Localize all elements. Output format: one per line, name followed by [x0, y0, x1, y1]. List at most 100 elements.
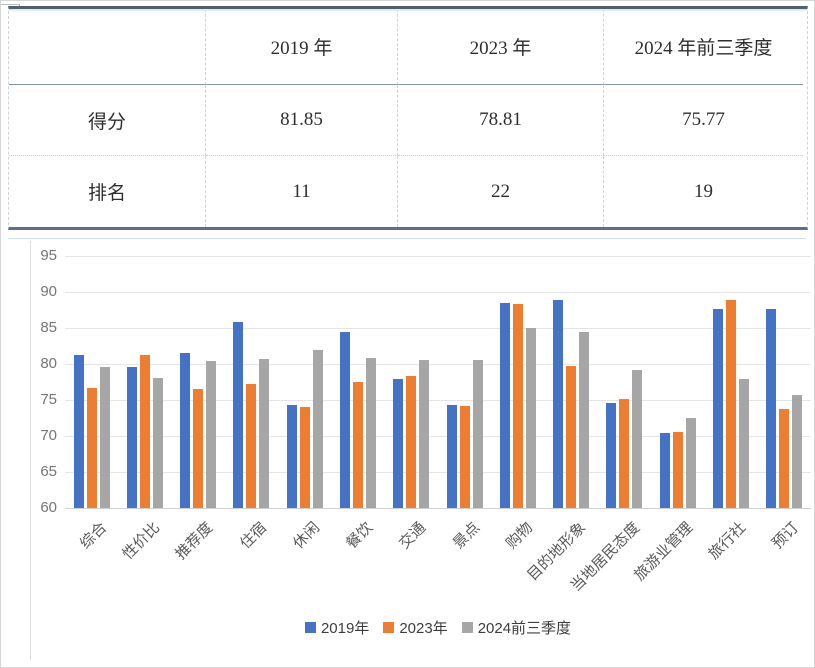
score-2024q3: 75.77 — [604, 85, 803, 156]
bar — [726, 299, 737, 508]
bar — [233, 322, 244, 508]
bar — [206, 361, 217, 508]
y-axis-tick-label: 70 — [40, 427, 57, 444]
bar-group-8 — [438, 359, 491, 508]
gridline-85 — [65, 328, 811, 329]
y-axis-tick-label: 95 — [40, 247, 57, 264]
bar — [553, 299, 564, 508]
plot-area — [65, 256, 811, 509]
bar — [472, 359, 483, 508]
bar — [340, 332, 351, 508]
legend-item: 2019年 — [304, 617, 370, 638]
legend-label: 2024前三季度 — [477, 620, 572, 637]
bar — [672, 431, 683, 508]
table-bottom-accent — [8, 238, 806, 239]
bar — [246, 384, 257, 508]
bar-group-4 — [225, 322, 278, 508]
bar — [139, 354, 150, 508]
bar — [459, 405, 470, 508]
bar — [659, 433, 670, 508]
gridline-60 — [65, 508, 811, 509]
bar — [393, 379, 404, 508]
bar-group-11 — [598, 370, 651, 508]
bar-group-7 — [385, 359, 438, 508]
bar — [299, 407, 310, 508]
legend-label: 2019年 — [320, 620, 370, 637]
bar-group-1 — [65, 354, 118, 508]
chart-legend: 2019年 2023年 2024前三季度 — [65, 617, 811, 638]
bar — [619, 398, 630, 508]
bar — [606, 402, 617, 508]
bar — [366, 358, 377, 508]
y-axis-tick-label: 75 — [40, 391, 57, 408]
score-2019: 81.85 — [206, 85, 398, 156]
bar-chart: 2019年 2023年 2024前三季度 60 65 70 75 80 85 90 95 综合 性价比… — [1, 241, 814, 667]
legend-label: 2023年 — [399, 620, 448, 637]
gridline-95 — [65, 256, 811, 257]
table-header-2023: 2023 年 — [398, 9, 604, 85]
bar — [73, 354, 84, 508]
rank-2019: 11 — [206, 156, 398, 227]
bar — [353, 382, 364, 508]
rank-2024q3: 19 — [694, 180, 713, 202]
bar-group-5 — [278, 350, 331, 508]
chart-left-border — [30, 241, 31, 660]
gridline-65 — [65, 472, 811, 473]
bar — [739, 379, 750, 508]
bar — [446, 405, 457, 508]
bar — [180, 353, 191, 508]
bar — [579, 332, 590, 508]
bar — [406, 376, 417, 508]
bar — [312, 350, 323, 508]
bar-group-14 — [758, 309, 811, 508]
gridline-70 — [65, 436, 811, 437]
bar-group-3 — [172, 353, 225, 508]
bar — [512, 304, 523, 508]
table-header-2019: 2019 年 — [206, 9, 398, 85]
y-axis-tick-label: 60 — [40, 499, 57, 516]
bar-group-13 — [704, 299, 757, 508]
legend-swatch — [383, 622, 395, 633]
bar — [566, 366, 577, 508]
bar-group-10 — [545, 299, 598, 508]
legend-item: 2024前三季度 — [461, 617, 572, 638]
y-axis-tick-label: 80 — [40, 355, 57, 372]
legend-item: 2023年 — [383, 617, 448, 638]
bar-group-12 — [651, 418, 704, 508]
y-axis-tick-label: 90 — [40, 283, 57, 300]
bar-groups — [65, 256, 811, 508]
bar — [419, 359, 430, 508]
gridline-90 — [65, 292, 811, 293]
bar — [685, 418, 696, 508]
bar-group-6 — [331, 332, 384, 508]
table-header-2024q3: 2024 年前三季度 — [604, 9, 803, 85]
row-label-rank: 排名 — [9, 156, 206, 227]
bar — [99, 366, 110, 508]
bar — [632, 370, 643, 508]
bar — [286, 405, 297, 508]
y-axis-tick-label: 65 — [40, 463, 57, 480]
bar — [126, 366, 137, 508]
score-2023: 78.81 — [398, 85, 604, 156]
table-header-empty — [9, 9, 206, 85]
bar — [152, 377, 163, 508]
bar — [86, 388, 97, 508]
bar — [525, 328, 536, 508]
bar — [792, 394, 803, 508]
y-axis-tick-label: 85 — [40, 319, 57, 336]
summary-table: 2019 年 2023 年 2024 年前三季度 得分 81.85 78.81 … — [8, 6, 808, 230]
bar — [779, 409, 790, 508]
bar-group-9 — [491, 302, 544, 508]
row-label-score: 得分 — [9, 85, 206, 156]
rank-2023: 22 — [398, 156, 604, 227]
legend-swatch — [304, 622, 316, 633]
table-top-accent — [9, 9, 807, 11]
bar — [713, 308, 724, 508]
legend-swatch — [461, 622, 473, 633]
bar — [766, 309, 777, 508]
gridline-80 — [65, 364, 811, 365]
bar — [193, 389, 204, 508]
gridline-75 — [65, 400, 811, 401]
bar — [259, 358, 270, 508]
